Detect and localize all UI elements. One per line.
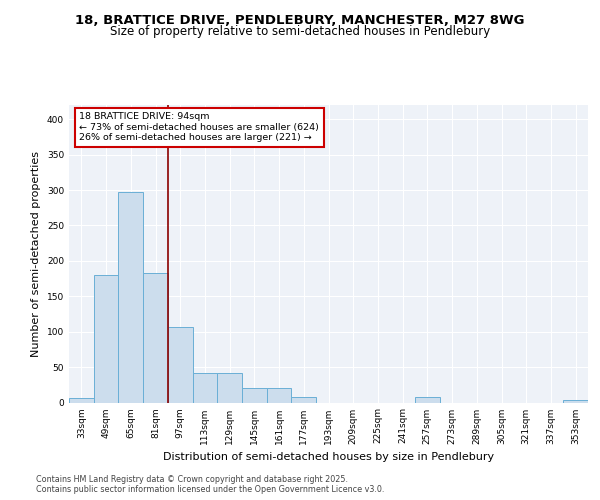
Bar: [143, 273, 168, 402]
Bar: [267, 388, 292, 402]
X-axis label: Distribution of semi-detached houses by size in Pendlebury: Distribution of semi-detached houses by …: [163, 452, 494, 462]
Text: 18 BRATTICE DRIVE: 94sqm
← 73% of semi-detached houses are smaller (624)
26% of : 18 BRATTICE DRIVE: 94sqm ← 73% of semi-d…: [79, 112, 319, 142]
Y-axis label: Number of semi-detached properties: Number of semi-detached properties: [31, 151, 41, 357]
Bar: [563, 400, 588, 402]
Bar: [193, 373, 217, 402]
Text: Size of property relative to semi-detached houses in Pendlebury: Size of property relative to semi-detach…: [110, 25, 490, 38]
Bar: [168, 326, 193, 402]
Bar: [217, 373, 242, 402]
Bar: [415, 397, 440, 402]
Text: Contains public sector information licensed under the Open Government Licence v3: Contains public sector information licen…: [36, 485, 385, 494]
Bar: [118, 192, 143, 402]
Bar: [94, 275, 118, 402]
Text: 18, BRATTICE DRIVE, PENDLEBURY, MANCHESTER, M27 8WG: 18, BRATTICE DRIVE, PENDLEBURY, MANCHEST…: [75, 14, 525, 27]
Bar: [292, 397, 316, 402]
Bar: [69, 398, 94, 402]
Bar: [242, 388, 267, 402]
Text: Contains HM Land Registry data © Crown copyright and database right 2025.: Contains HM Land Registry data © Crown c…: [36, 475, 348, 484]
